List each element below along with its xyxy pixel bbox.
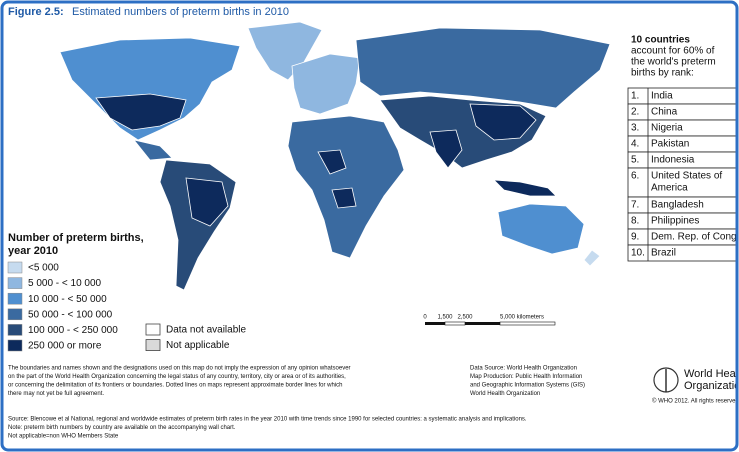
scale-label: 2,500 <box>457 315 473 321</box>
who-name: Organization <box>684 380 739 392</box>
legend-swatch <box>7 277 23 289</box>
legend-swatch <box>7 261 23 274</box>
ranking-row <box>627 119 736 137</box>
credit: World Health Organization <box>470 391 540 397</box>
country-name: China <box>651 107 678 118</box>
copyright: © WHO 2012. All rights reserved <box>652 398 739 405</box>
legend-swatch <box>7 292 23 305</box>
russia <box>355 27 611 109</box>
legend-label: 5 000 - < 10 000 <box>28 278 102 289</box>
legend-swatch <box>7 308 23 321</box>
country-name: Pakistan <box>651 139 689 150</box>
country-name: Brazil <box>651 248 676 259</box>
country-name: United States of <box>651 171 722 182</box>
legend-swatch <box>145 339 161 352</box>
ranking-heading: the world's preterm <box>631 57 716 68</box>
disclaimer: on the part of the World Health Organiza… <box>8 374 346 380</box>
disclaimer: The boundaries and names shown and the d… <box>8 366 351 372</box>
country-name: Indonesia <box>651 155 695 166</box>
scale-segment <box>444 321 466 326</box>
content: Figure 2.5: Estimated numbers of preterm… <box>7 6 739 440</box>
legend-title: Number of preterm births, <box>8 232 144 244</box>
north-america <box>59 37 241 141</box>
ranking-number: 5. <box>631 155 639 166</box>
disclaimer: or concerning the delimitation of its fr… <box>8 383 343 389</box>
legend-swatch <box>7 339 23 352</box>
scale-label: 1,500 <box>437 315 453 321</box>
africa <box>287 115 405 259</box>
scale-label: 0 <box>423 315 427 321</box>
ranking-number: 7. <box>631 200 639 211</box>
country-name: Bangladesh <box>651 200 704 211</box>
credit: Data Source: World Health Organization <box>470 366 577 372</box>
brazil <box>185 177 229 227</box>
ranking-number: 9. <box>631 232 639 243</box>
ranking-heading: births by rank: <box>631 68 694 79</box>
legend-label: 250 000 or more <box>28 341 102 352</box>
country-name: India <box>651 91 673 102</box>
ranking-number: 4. <box>631 139 639 150</box>
country-name: Nigeria <box>651 123 683 134</box>
legend-label: 100 000 - < 250 000 <box>28 325 118 336</box>
scale-label: 5,000 kilometers <box>500 315 544 321</box>
ranking-row <box>627 167 736 198</box>
legend-title: year 2010 <box>8 245 58 257</box>
disclaimer: there may not yet be full agreement. <box>8 391 104 397</box>
china-india <box>429 103 537 169</box>
country-name: America <box>651 183 688 194</box>
figure-title: Estimated numbers of preterm births in 2… <box>72 6 289 18</box>
scale-segment <box>465 322 500 325</box>
credit: Map Production: Public Health Informatio… <box>470 374 582 380</box>
ranking-number: 10. <box>631 248 645 259</box>
ranking-heading: account for 60% of <box>631 46 715 57</box>
scale-segment <box>425 322 445 325</box>
ranking-number: 3. <box>631 123 639 134</box>
ranking-row <box>627 244 736 262</box>
note: Not applicable=non WHO Members State <box>8 434 119 440</box>
ranking-number: 8. <box>631 216 639 227</box>
note: Note: preterm birth numbers by country a… <box>8 425 236 431</box>
nigeria-drc <box>317 149 357 209</box>
legend-label: <5 000 <box>28 263 59 274</box>
note: Source: Blencowe et al National, regiona… <box>8 417 527 423</box>
indonesia <box>492 179 557 197</box>
legend-label: 10 000 - < 50 000 <box>28 294 107 305</box>
who-name: World Health <box>684 368 739 380</box>
legend-label: Data not available <box>166 325 246 336</box>
world-map <box>59 21 611 291</box>
country-name: Dem. Rep. of Congo <box>651 232 739 243</box>
ranking-number: 1. <box>631 91 639 102</box>
ranking-heading: 10 countries <box>631 35 690 46</box>
legend-swatch <box>7 324 23 336</box>
figure-label: Figure 2.5: <box>8 6 64 18</box>
ranking-row <box>627 103 736 121</box>
ranking-row <box>627 87 736 105</box>
legend-label: Not applicable <box>166 340 230 351</box>
australia <box>497 203 585 255</box>
country-name: Philippines <box>651 216 699 227</box>
new-zealand <box>583 249 601 267</box>
legend-label: 50 000 - < 100 000 <box>28 309 113 320</box>
usa <box>95 93 187 131</box>
central-america <box>132 139 173 161</box>
ranking-number: 2. <box>631 107 639 118</box>
legend-swatch <box>145 323 161 336</box>
scale-segment <box>499 321 556 326</box>
ranking-number: 6. <box>631 171 639 182</box>
credit: and Geographic Information Systems (GIS) <box>470 383 585 389</box>
europe <box>291 53 361 115</box>
